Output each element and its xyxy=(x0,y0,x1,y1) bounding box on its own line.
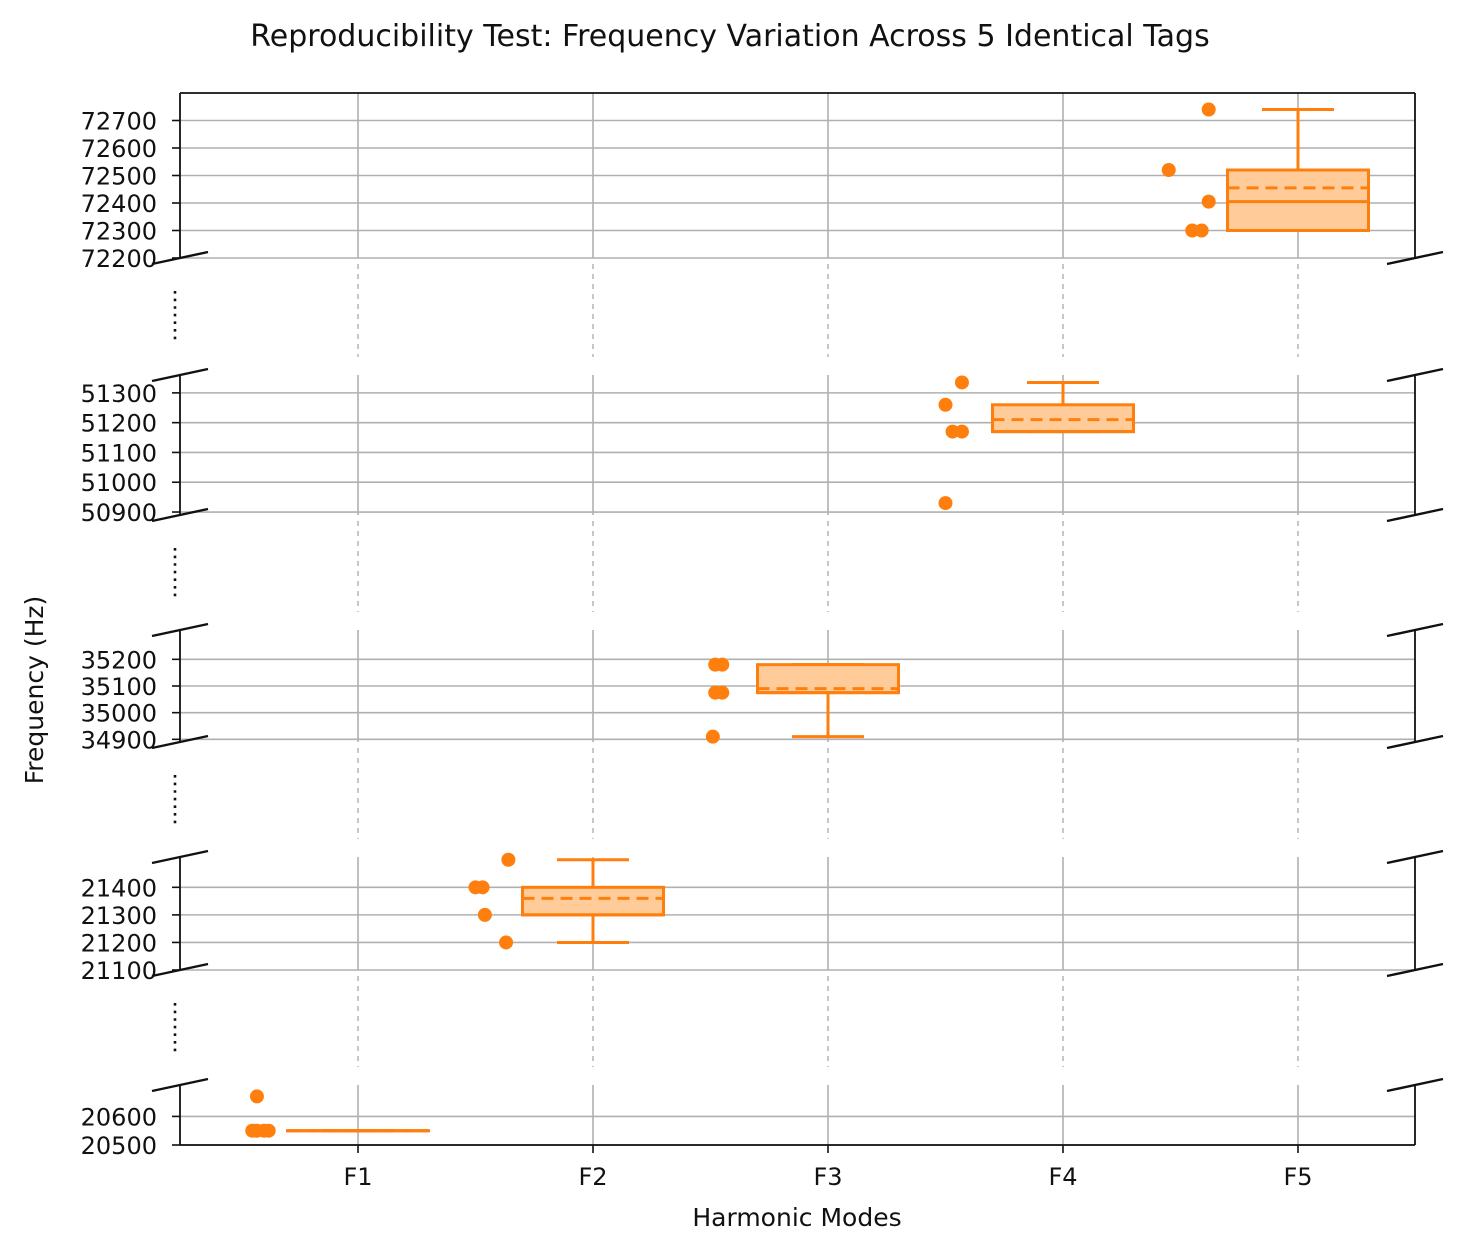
data-point xyxy=(715,657,730,672)
y-tick-label: 35200 xyxy=(81,646,157,674)
data-point xyxy=(475,880,490,895)
data-point xyxy=(261,1123,276,1138)
axis-break-mark xyxy=(1386,250,1444,266)
data-point xyxy=(938,496,953,511)
y-tick-label: 34900 xyxy=(81,726,157,754)
axis-break-mark xyxy=(151,734,209,750)
y-tick-label: 72300 xyxy=(81,218,157,246)
x-axis-label: Harmonic Modes xyxy=(692,1203,901,1232)
y-tick-label: 51200 xyxy=(81,410,157,438)
data-point xyxy=(249,1089,264,1104)
axis-break-mark xyxy=(151,250,209,266)
y-tick-label: 20500 xyxy=(81,1132,157,1160)
axis-break-mark xyxy=(151,622,209,638)
y-tick-label: 72500 xyxy=(81,163,157,191)
axis-break-mark xyxy=(151,507,209,523)
y-tick-label: 35000 xyxy=(81,700,157,728)
axis-break-mark xyxy=(1386,962,1444,978)
data-point xyxy=(705,729,720,744)
data-point xyxy=(1161,163,1176,177)
y-tick-label: 21400 xyxy=(81,874,157,902)
x-tick-label: F4 xyxy=(1048,1163,1077,1191)
data-point xyxy=(954,375,969,390)
axis-break-mark xyxy=(1386,1077,1444,1093)
data-point xyxy=(1201,102,1216,117)
x-tick-label: F1 xyxy=(343,1163,372,1191)
box xyxy=(521,885,665,917)
y-tick-label: 72400 xyxy=(81,190,157,218)
y-tick-label: 35100 xyxy=(81,673,157,701)
axis-break-mark xyxy=(151,1077,209,1093)
y-tick-label: 21300 xyxy=(81,902,157,930)
x-tick-label: F2 xyxy=(578,1163,607,1191)
data-point xyxy=(499,935,514,950)
axis-break-mark xyxy=(1386,734,1444,750)
y-tick-label: 72700 xyxy=(81,108,157,136)
y-tick-label: 51000 xyxy=(81,469,157,497)
y-tick-label: 21200 xyxy=(81,929,157,957)
y-tick-label: 51100 xyxy=(81,439,157,467)
data-point xyxy=(715,685,730,700)
data-point xyxy=(1201,194,1216,209)
x-tick-label: F5 xyxy=(1283,1163,1312,1191)
y-tick-label: 50900 xyxy=(81,499,157,527)
axis-break-mark xyxy=(151,367,209,383)
axis-break-mark xyxy=(1386,622,1444,638)
y-tick-label: 51300 xyxy=(81,380,157,408)
chart-title: Reproducibility Test: Frequency Variatio… xyxy=(250,19,1209,54)
data-point xyxy=(501,852,516,867)
axis-break-mark xyxy=(1386,367,1444,383)
y-tick-label: 20600 xyxy=(81,1103,157,1131)
x-tick-label: F3 xyxy=(813,1163,842,1191)
axis-break-mark xyxy=(151,849,209,865)
y-tick-label: 21100 xyxy=(81,957,157,985)
axis-break-mark xyxy=(1386,849,1444,865)
data-point xyxy=(938,397,953,412)
axis-break-mark xyxy=(1386,507,1444,523)
y-tick-label: 72600 xyxy=(81,135,157,163)
y-axis-label: Frequency (Hz) xyxy=(20,596,49,785)
y-tick-label: 72200 xyxy=(81,245,157,273)
data-point xyxy=(954,424,969,439)
data-point xyxy=(477,907,492,922)
data-point xyxy=(1194,223,1209,238)
axis-break-mark xyxy=(151,962,209,978)
